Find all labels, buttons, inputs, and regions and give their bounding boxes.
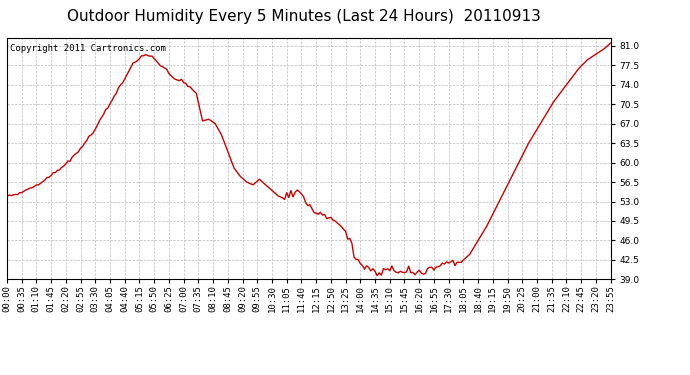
Text: Outdoor Humidity Every 5 Minutes (Last 24 Hours)  20110913: Outdoor Humidity Every 5 Minutes (Last 2… <box>67 9 540 24</box>
Text: Copyright 2011 Cartronics.com: Copyright 2011 Cartronics.com <box>10 44 166 52</box>
